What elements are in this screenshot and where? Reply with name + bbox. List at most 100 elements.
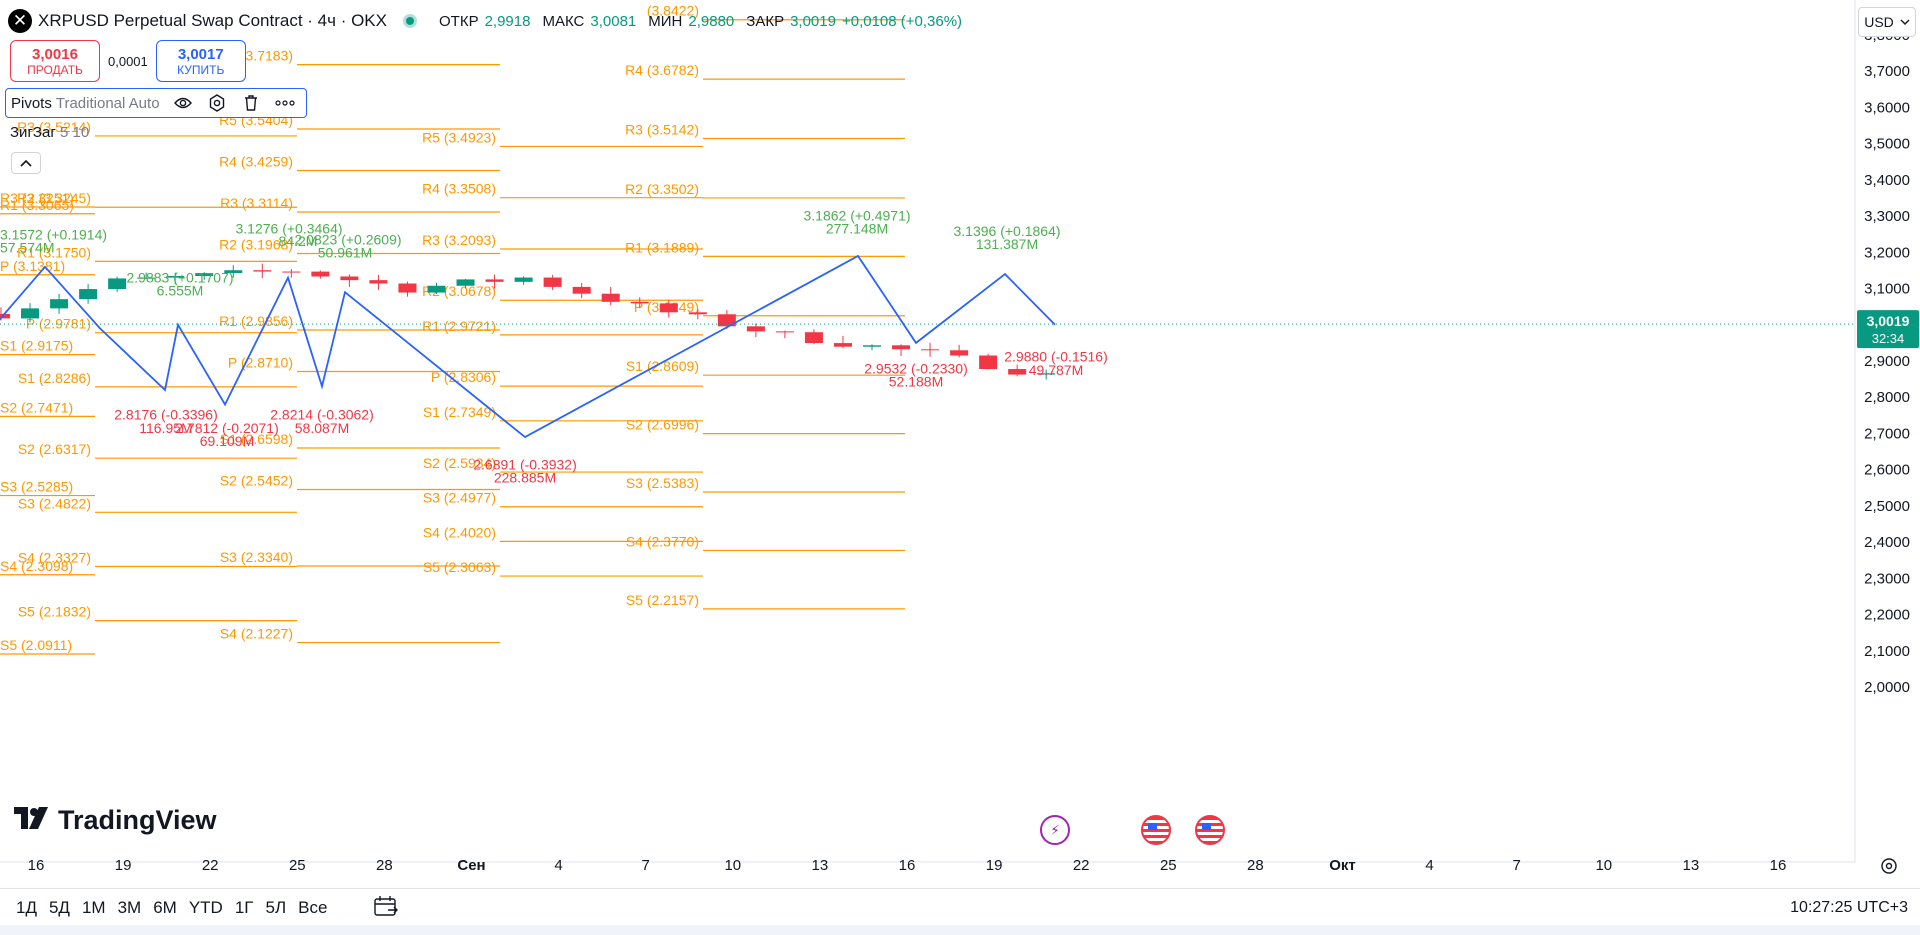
range-button[interactable]: 5Л: [265, 898, 287, 917]
range-button[interactable]: Все: [298, 898, 328, 917]
pivot-label: R2 (3.3502): [625, 181, 699, 197]
logo-text: TradingView: [58, 805, 217, 835]
pivot-label: R1 (2.9856): [219, 313, 293, 329]
ohlc-open-value: 2,9918: [484, 12, 531, 30]
candle-body: [21, 308, 40, 319]
range-button[interactable]: 1Д: [16, 898, 37, 917]
time-tick-label: 7: [1513, 857, 1521, 874]
candle-body: [79, 289, 98, 300]
candle-body: [892, 345, 911, 350]
candle-body: [979, 355, 998, 370]
pivot-label: S1 (2.9175): [0, 338, 73, 354]
zigzag-label: 3.1276 (+0.3464): [235, 220, 342, 236]
candle-body: [775, 331, 794, 333]
zigzag-label: 52.188M: [889, 374, 943, 390]
candle-body: [427, 285, 446, 293]
candle-body: [398, 283, 417, 293]
trash-icon[interactable]: [240, 92, 262, 114]
range-button[interactable]: 1Г: [234, 898, 254, 917]
pivots-indicator-row[interactable]: Pivots Traditional Auto: [5, 88, 307, 118]
pivot-label: R3 (3.5214): [17, 119, 91, 135]
pivot-label: S4 (2.3770): [626, 533, 699, 549]
ohlc-high-label: МАКС: [542, 12, 585, 30]
candle-body: [950, 350, 969, 356]
calendar-range-icon[interactable]: [373, 894, 399, 918]
ohlc-close-value: 3,0019: [790, 12, 836, 30]
x-logo-icon[interactable]: ✕: [8, 9, 32, 33]
candle-body: [485, 279, 504, 282]
price-tick-label: 3,3000: [1864, 208, 1910, 225]
eye-icon[interactable]: [172, 92, 194, 114]
ohlc-change: +0,0108 (+0,36%): [841, 12, 963, 30]
candle-body: [543, 277, 562, 287]
pivot-label: S3 (2.3340): [220, 549, 293, 565]
ohlc-high-value: 3,0081: [590, 12, 637, 30]
zigzag-params: 5 10: [59, 124, 90, 141]
zigzag-label: 2.8176 (-0.3396): [114, 407, 218, 423]
market-status-icon[interactable]: [403, 14, 417, 28]
zigzag-label: 131.387M: [976, 236, 1038, 252]
candle-body: [514, 277, 533, 282]
pivot-label: R4 (3.3508): [422, 181, 496, 197]
bottom-toolbar: 1Д 5Д 1М 3М 6М YTD 1Г 5Л Все 10:27:25 UTC+3: [0, 888, 1920, 924]
time-tick-label: 22: [202, 857, 219, 874]
time-tick-label: 4: [1425, 857, 1433, 874]
currency-value: USD: [1864, 14, 1894, 30]
candle-body: [921, 349, 940, 351]
symbol-title[interactable]: XRPUSD Perpetual Swap Contract · 4ч · OK…: [38, 11, 387, 30]
pivot-label: R3 (3.3114): [220, 195, 293, 211]
ohlc-open-label: ОТКР: [439, 12, 479, 30]
time-tick-label: 7: [642, 857, 650, 874]
time-tick-label: 13: [1683, 857, 1700, 874]
more-icon[interactable]: [274, 92, 296, 114]
pivot-label: P (2.8306): [431, 369, 496, 385]
last-price-tag[interactable]: [1857, 310, 1919, 349]
pivot-label: S1 (2.6598): [220, 431, 293, 447]
range-button[interactable]: YTD: [188, 898, 223, 917]
candle-body: [166, 276, 185, 278]
time-tick-label: 16: [28, 857, 45, 874]
pivot-label: R2 (3.3245): [17, 190, 91, 206]
zigzag-label: 49.787M: [1029, 362, 1083, 378]
zigzag-label: 3.1572 (+0.1914): [0, 226, 107, 242]
candle-body: [108, 278, 127, 290]
pivot-label: S1 (2.8609): [626, 358, 699, 374]
candle-body: [746, 326, 765, 332]
price-tick-label: 3,1000: [1864, 281, 1910, 298]
price-tick-label: 2,8000: [1864, 389, 1910, 406]
buy-label: КУПИТЬ: [177, 62, 225, 77]
clock[interactable]: 10:27:25 UTC+3: [1790, 899, 1908, 916]
zigzag-label: 69.109M: [200, 433, 254, 449]
range-button[interactable]: 5Д: [48, 898, 70, 917]
candle-body: [456, 279, 475, 286]
lightning-icon[interactable]: ⚡: [1040, 815, 1070, 845]
price-tick-label: 2,7000: [1864, 425, 1910, 442]
currency-select[interactable]: USD: [1858, 7, 1916, 37]
buy-button[interactable]: 3,0017 КУПИТЬ: [155, 40, 246, 82]
range-button[interactable]: 1М: [81, 898, 106, 917]
pivot-label: R3 (3.2093): [422, 232, 496, 248]
time-tick-label: Сен: [457, 857, 485, 874]
pivot-label: R1 (3.1889): [625, 239, 699, 255]
zigzag-name: ЗигЗаг: [10, 124, 56, 141]
tradingview-logo[interactable]: TradingView: [14, 805, 217, 836]
pivot-label: R2 (3.1968): [219, 236, 293, 252]
zigzag-indicator-row[interactable]: ЗигЗаг 5 10: [10, 124, 89, 141]
chart-settings-icon[interactable]: [1878, 855, 1900, 877]
us-flag-icon[interactable]: [1141, 815, 1171, 845]
pivot-label: P (2.9781): [26, 316, 91, 332]
candle-body: [282, 271, 301, 273]
candle-body: [340, 276, 359, 281]
time-tick-label: 22: [1073, 857, 1090, 874]
candle-body: [50, 299, 69, 309]
range-button[interactable]: 3М: [117, 898, 142, 917]
zigzag-label: 277.148M: [826, 220, 888, 236]
sell-button[interactable]: 3,0016 ПРОДАТЬ: [10, 40, 100, 82]
range-button[interactable]: 6М: [153, 898, 177, 917]
gear-icon[interactable]: [206, 92, 228, 114]
candle-body: [369, 280, 388, 284]
pivot-label: S3 (2.5383): [626, 475, 699, 491]
chevron-up-icon[interactable]: [11, 152, 41, 174]
us-flag-icon[interactable]: [1195, 815, 1225, 845]
